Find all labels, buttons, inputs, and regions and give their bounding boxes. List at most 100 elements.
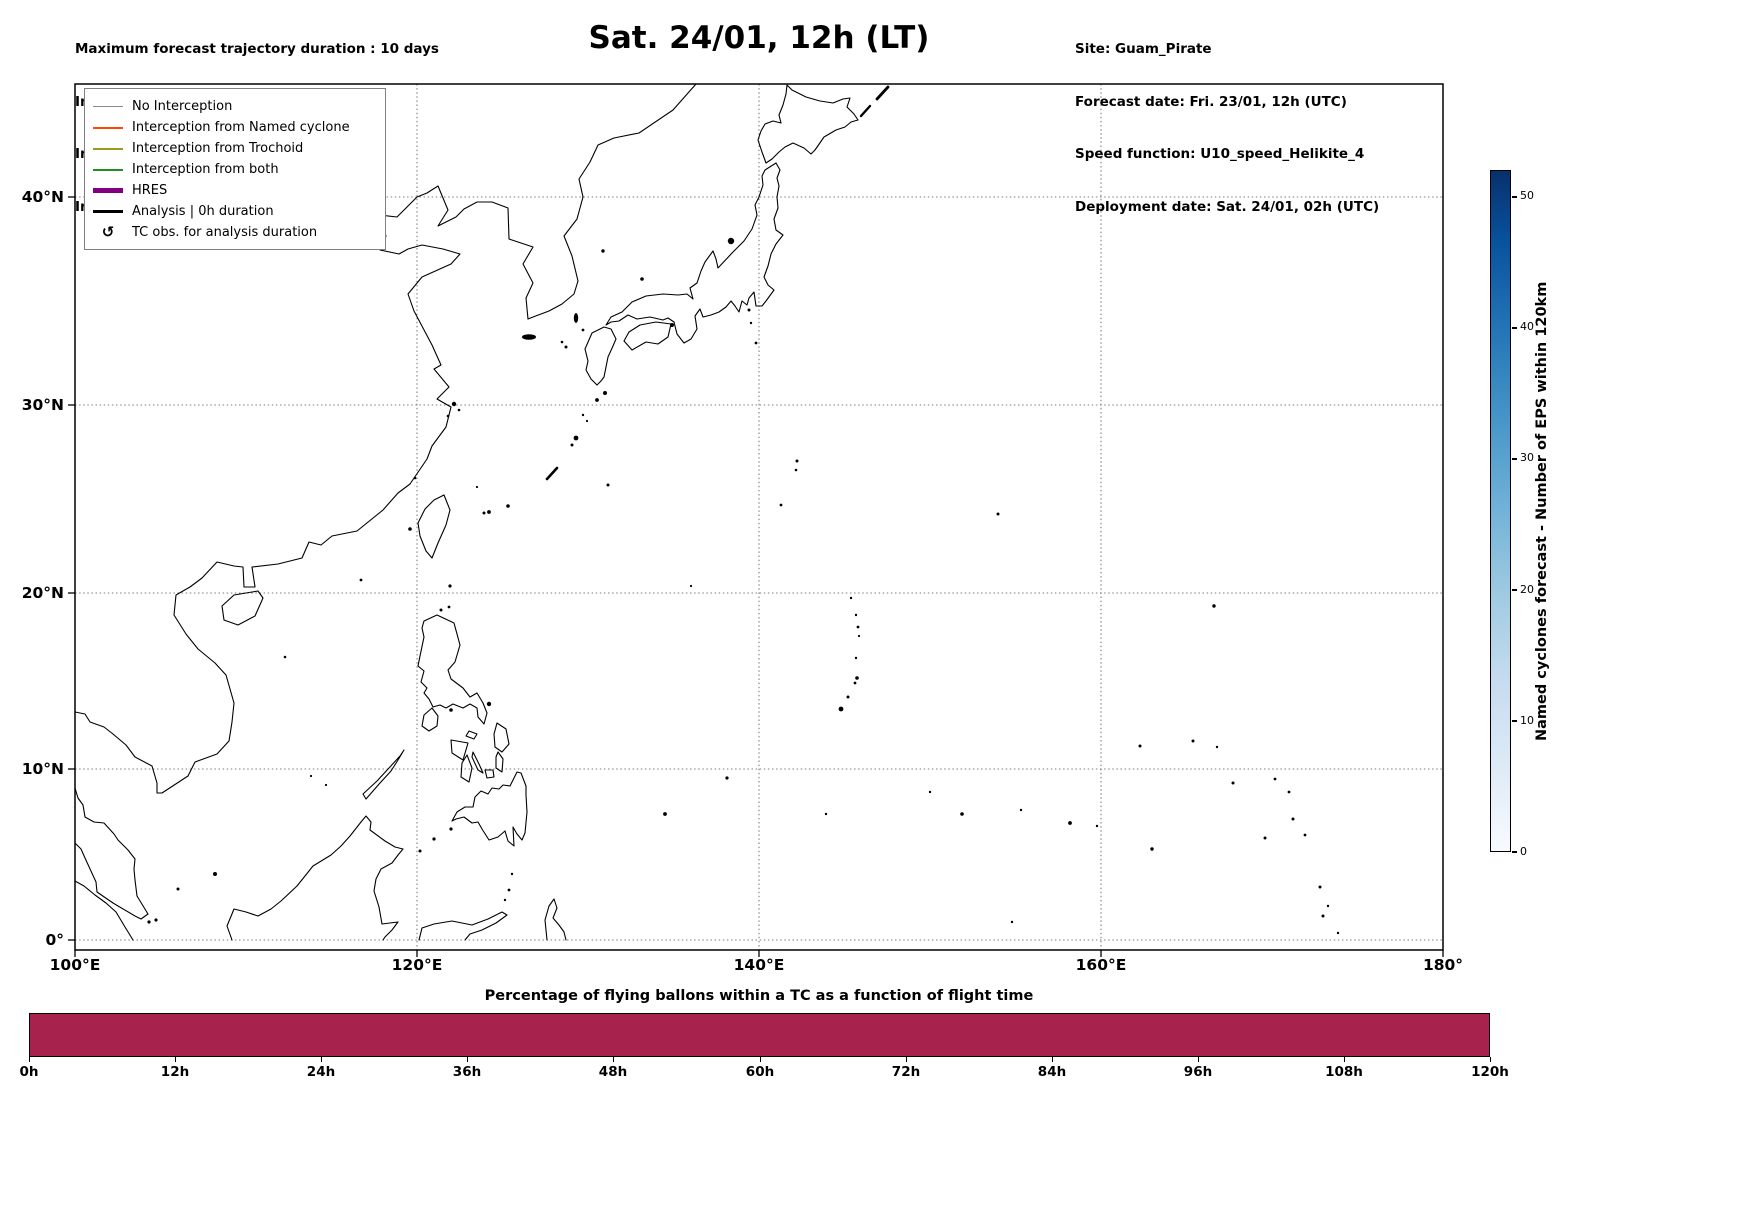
legend-item-analysis: Analysis | 0h duration bbox=[93, 201, 377, 222]
legend-item-both: Interception from both bbox=[93, 159, 377, 180]
page-title: Sat. 24/01, 12h (LT) bbox=[588, 20, 930, 56]
coast-malay-peninsula bbox=[75, 787, 149, 920]
bottom-tick-label: 72h bbox=[891, 1064, 921, 1080]
coast-negros bbox=[460, 754, 473, 783]
colorbar-label: Named cyclones forecast - Number of EPS … bbox=[1534, 281, 1550, 741]
kunashir-island bbox=[859, 104, 872, 118]
colorbar bbox=[1490, 170, 1511, 852]
forecast-date-line: Forecast date: Fri. 23/01, 12h (UTC) bbox=[1075, 93, 1347, 110]
coastlines bbox=[75, 84, 859, 941]
bottom-tick bbox=[1052, 1057, 1053, 1062]
legend-label: Interception from both bbox=[132, 162, 279, 177]
graticule-gridlines bbox=[75, 84, 1443, 950]
x-tick-label: 180° bbox=[1422, 956, 1464, 974]
coast-palawan bbox=[362, 749, 405, 800]
legend-label: Interception from Trochoid bbox=[132, 141, 304, 156]
bottom-tick bbox=[613, 1057, 614, 1062]
bottom-tick-label: 12h bbox=[160, 1064, 190, 1080]
colorbar-tick bbox=[1512, 196, 1517, 198]
colorbar-tick-label: 10 bbox=[1520, 714, 1534, 727]
legend-label: TC obs. for analysis duration bbox=[132, 225, 318, 240]
bottom-tick-label: 48h bbox=[598, 1064, 628, 1080]
coast-mindanao bbox=[451, 771, 528, 847]
colorbar-tick-label: 20 bbox=[1520, 583, 1534, 596]
island-dots bbox=[147, 237, 1340, 935]
site-line: Site: Guam_Pirate bbox=[1075, 41, 1212, 57]
bottom-tick-label: 96h bbox=[1183, 1064, 1213, 1080]
y-tick-label: 0° bbox=[45, 931, 64, 949]
x-axis-ticks bbox=[74, 950, 1444, 957]
y-tick-label: 20°N bbox=[21, 584, 64, 602]
bottom-tick bbox=[1198, 1057, 1199, 1062]
legend-label: Interception from Named cyclone bbox=[132, 120, 350, 135]
header-right-block: Site: Guam_Pirate Forecast date: Fri. 23… bbox=[1075, 6, 1379, 251]
legend-label: HRES bbox=[132, 183, 168, 198]
bottom-tick bbox=[760, 1057, 761, 1062]
bottom-tick-label: 0h bbox=[19, 1064, 39, 1080]
bottom-tick-label: 120h bbox=[1471, 1064, 1509, 1080]
coast-panay bbox=[450, 739, 469, 761]
coast-honshu bbox=[605, 162, 784, 344]
coast-borneo bbox=[226, 815, 404, 941]
legend-box: No Interception Interception from Named … bbox=[84, 88, 386, 250]
legend-line-swatch bbox=[93, 209, 123, 214]
legend-line-swatch bbox=[93, 105, 123, 108]
y-tick-label: 30°N bbox=[21, 396, 64, 414]
bottom-tick bbox=[1490, 1057, 1491, 1062]
coast-luzon bbox=[417, 614, 488, 725]
coast-asia-mainland bbox=[75, 84, 697, 794]
y-axis-ticks bbox=[68, 196, 75, 941]
flight-time-percentage-bar bbox=[29, 1013, 1490, 1057]
speed-function-line: Speed function: U10_speed_Helikite_4 bbox=[1075, 146, 1365, 162]
coast-bohol bbox=[484, 769, 495, 779]
coast-masbate bbox=[465, 730, 478, 740]
coast-kyushu bbox=[584, 326, 617, 386]
colorbar-tick bbox=[1512, 720, 1517, 722]
coast-sumatra bbox=[75, 880, 134, 941]
bottom-tick bbox=[29, 1057, 30, 1062]
coast-mindoro bbox=[421, 707, 439, 732]
coast-cebu bbox=[471, 751, 484, 774]
iturup-island bbox=[875, 85, 890, 101]
colorbar-tick-label: 40 bbox=[1520, 320, 1534, 333]
bottom-tick bbox=[1344, 1057, 1345, 1062]
colorbar-tick bbox=[1512, 589, 1517, 591]
bottom-tick-label: 84h bbox=[1037, 1064, 1067, 1080]
coast-shikoku bbox=[623, 321, 672, 351]
legend-item-hres: HRES bbox=[93, 180, 377, 201]
coast-leyte bbox=[495, 751, 504, 773]
legend-label: No Interception bbox=[132, 99, 233, 114]
bottom-tick-label: 108h bbox=[1325, 1064, 1363, 1080]
colorbar-tick bbox=[1512, 851, 1517, 853]
coast-sulawesi bbox=[418, 911, 508, 941]
coast-hainan bbox=[221, 590, 264, 626]
colorbar-tick bbox=[1512, 458, 1517, 460]
y-tick-label: 10°N bbox=[21, 760, 64, 778]
coast-hokkaido bbox=[757, 84, 859, 164]
x-tick-label: 160°E bbox=[1075, 956, 1127, 974]
x-tick-label: 140°E bbox=[733, 956, 785, 974]
bottom-tick bbox=[906, 1057, 907, 1062]
bottom-tick-label: 60h bbox=[745, 1064, 775, 1080]
x-tick-label: 120°E bbox=[391, 956, 443, 974]
colorbar-tick bbox=[1512, 327, 1517, 329]
legend-label: Analysis | 0h duration bbox=[132, 204, 274, 219]
okinawa-island bbox=[545, 466, 559, 481]
x-tick-label: 100°E bbox=[49, 956, 101, 974]
bottom-tick bbox=[467, 1057, 468, 1062]
legend-item-no-interception: No Interception bbox=[93, 96, 377, 117]
colorbar-tick-label: 50 bbox=[1520, 189, 1534, 202]
coast-samar bbox=[493, 722, 510, 753]
map-frame bbox=[68, 83, 1444, 957]
bottom-tick-label: 36h bbox=[452, 1064, 482, 1080]
legend-item-named-cyclone: Interception from Named cyclone bbox=[93, 117, 377, 138]
max-duration-line: Maximum forecast trajectory duration : 1… bbox=[75, 41, 439, 57]
island-strokes bbox=[545, 85, 890, 481]
legend-item-tc-obs: ↺ TC obs. for analysis duration bbox=[93, 222, 377, 243]
legend-line-swatch bbox=[93, 147, 123, 150]
bottom-tick bbox=[321, 1057, 322, 1062]
bottom-chart-title: Percentage of flying ballons within a TC… bbox=[484, 988, 1034, 1004]
bottom-tick bbox=[175, 1057, 176, 1062]
deployment-date-line: Deployment date: Sat. 24/01, 02h (UTC) bbox=[1075, 198, 1380, 215]
